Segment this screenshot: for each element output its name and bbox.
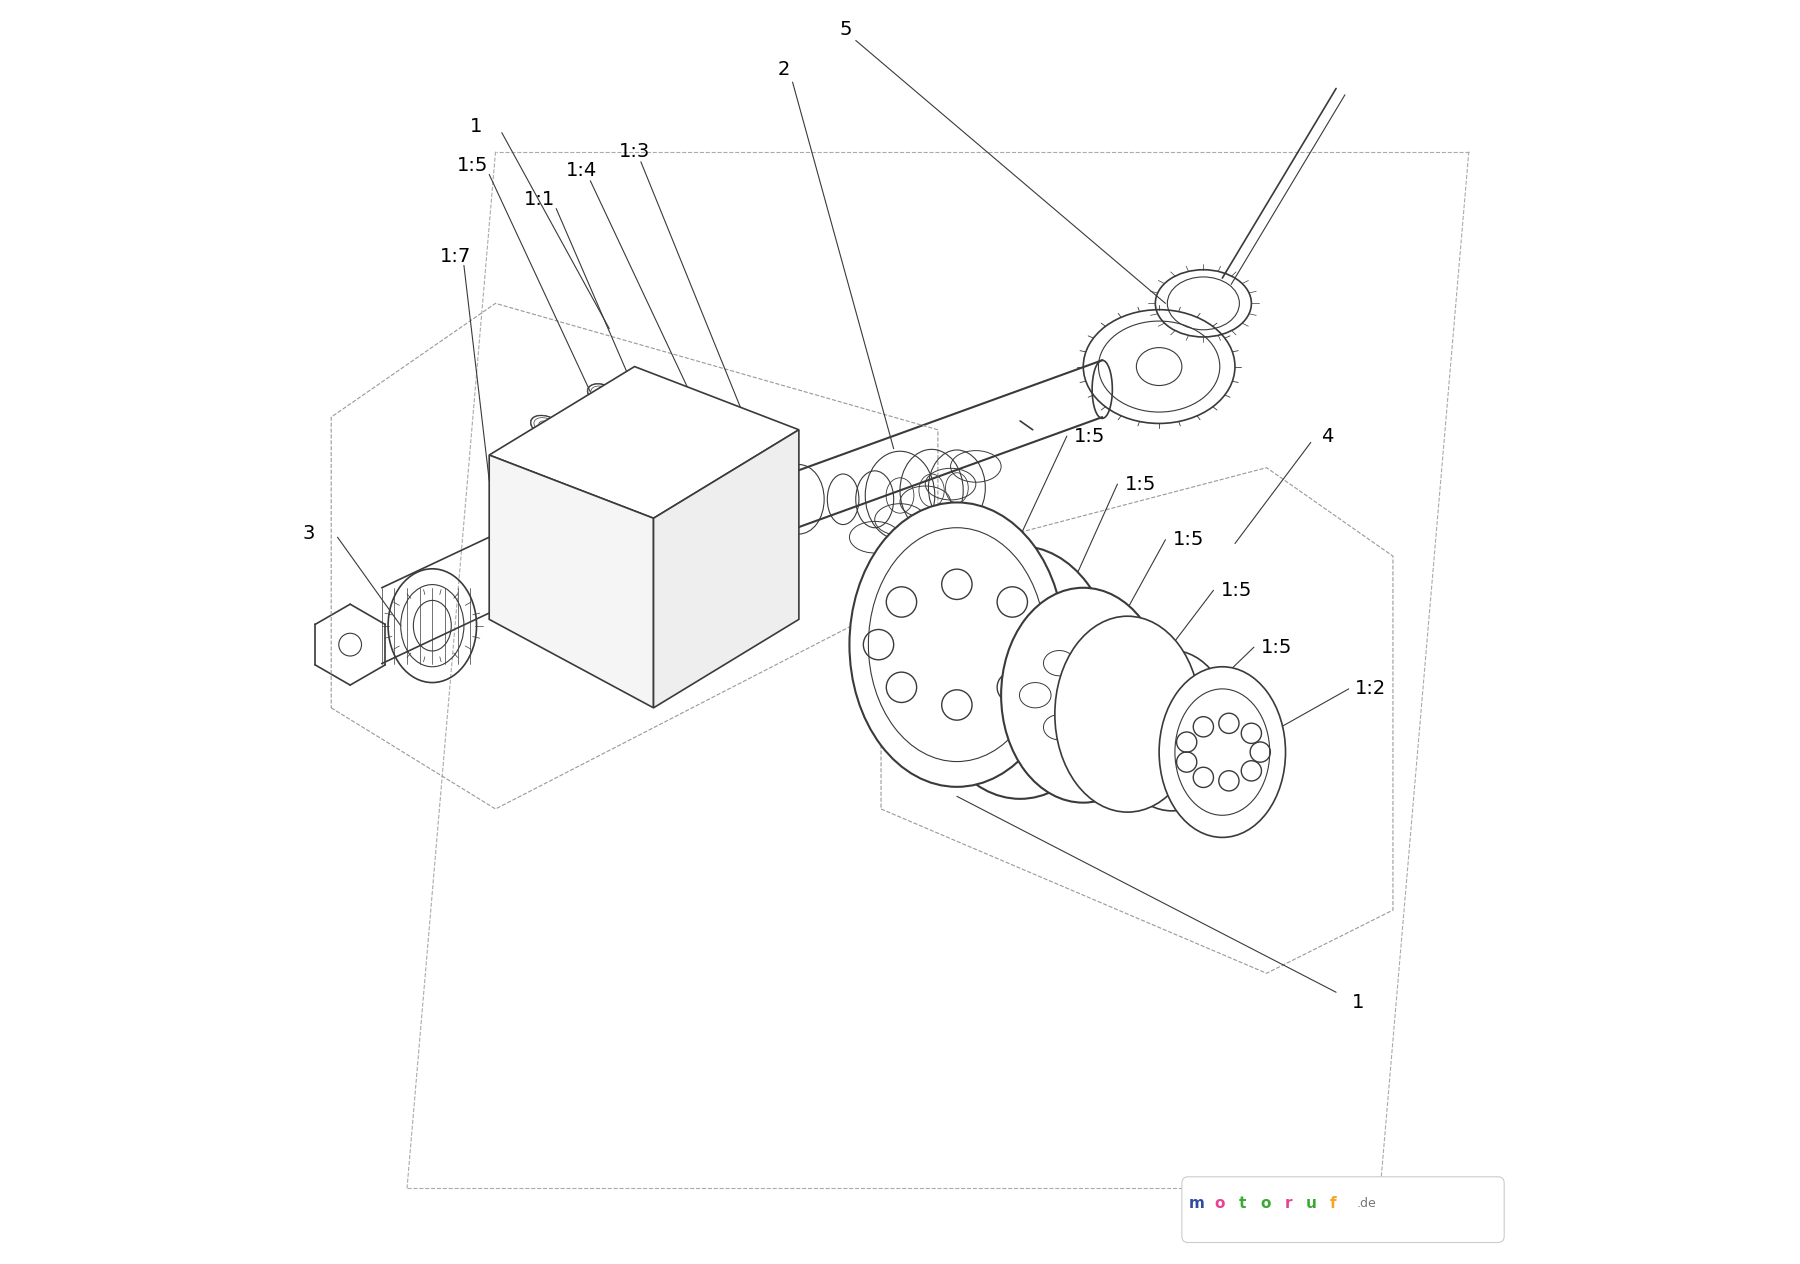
Ellipse shape: [1159, 667, 1285, 837]
Ellipse shape: [1064, 627, 1192, 796]
Polygon shape: [490, 455, 653, 708]
Polygon shape: [490, 367, 799, 518]
Text: m: m: [1190, 1196, 1204, 1211]
Text: 4: 4: [1321, 426, 1334, 446]
Text: 3: 3: [302, 523, 315, 544]
Text: 1: 1: [470, 116, 482, 137]
Text: f: f: [1330, 1196, 1337, 1211]
Ellipse shape: [1159, 672, 1273, 824]
Text: .de: .de: [1357, 1197, 1375, 1210]
Text: 1: 1: [1352, 992, 1364, 1012]
Text: 1:4: 1:4: [565, 161, 598, 181]
Text: 1:1: 1:1: [524, 190, 556, 210]
Text: 1:7: 1:7: [439, 246, 470, 267]
Ellipse shape: [922, 554, 1067, 748]
FancyBboxPatch shape: [1183, 1177, 1505, 1243]
Ellipse shape: [1112, 650, 1231, 811]
Text: 1:5: 1:5: [1125, 474, 1156, 494]
Ellipse shape: [925, 546, 1114, 799]
Text: 1:2: 1:2: [1355, 679, 1386, 699]
Text: 5: 5: [839, 19, 851, 39]
Ellipse shape: [1017, 603, 1150, 780]
Text: 1:5: 1:5: [1075, 426, 1105, 446]
Text: 1:5: 1:5: [1172, 530, 1204, 550]
Ellipse shape: [866, 525, 1022, 739]
Ellipse shape: [1001, 588, 1165, 803]
Text: 1:5: 1:5: [1262, 637, 1292, 657]
Text: r: r: [1283, 1196, 1292, 1211]
Ellipse shape: [970, 579, 1109, 766]
Text: 1:5: 1:5: [457, 155, 488, 176]
Text: u: u: [1305, 1196, 1316, 1211]
Ellipse shape: [850, 502, 1064, 786]
Text: t: t: [1238, 1196, 1246, 1211]
Text: 2: 2: [778, 59, 790, 80]
Text: o: o: [1215, 1196, 1226, 1211]
Text: 1:5: 1:5: [1220, 580, 1253, 600]
Text: 1:3: 1:3: [619, 142, 650, 162]
Polygon shape: [653, 430, 799, 708]
Text: o: o: [1260, 1196, 1271, 1211]
Ellipse shape: [1055, 616, 1201, 811]
